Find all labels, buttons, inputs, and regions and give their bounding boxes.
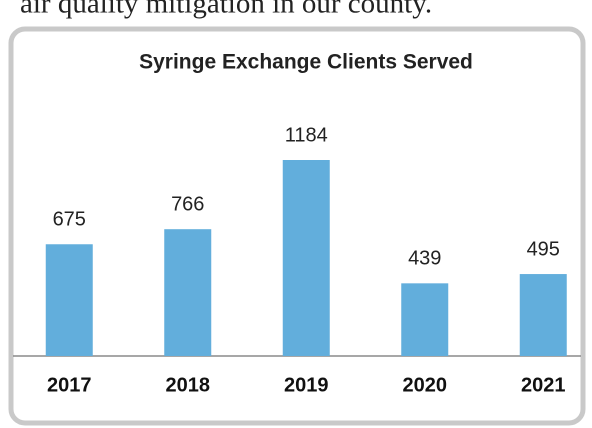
value-label: 495 — [527, 238, 560, 260]
bar — [164, 229, 212, 356]
bar — [519, 274, 567, 356]
x-tick-label: 2020 — [403, 374, 448, 396]
cut-off-text: air quality mitigation in our county. — [20, 0, 432, 20]
x-tick-label: 2019 — [284, 374, 329, 396]
bar — [401, 283, 449, 356]
x-tick-label: 2017 — [47, 374, 92, 396]
value-label: 439 — [408, 248, 441, 270]
value-label: 766 — [171, 193, 204, 215]
value-label: 675 — [53, 209, 86, 231]
value-label: 1184 — [285, 124, 328, 146]
bar — [45, 244, 93, 356]
x-tick-label: 2021 — [521, 374, 566, 396]
x-tick-label: 2018 — [166, 374, 211, 396]
bar — [282, 160, 330, 356]
chart-title: Syringe Exchange Clients Served — [139, 51, 473, 74]
